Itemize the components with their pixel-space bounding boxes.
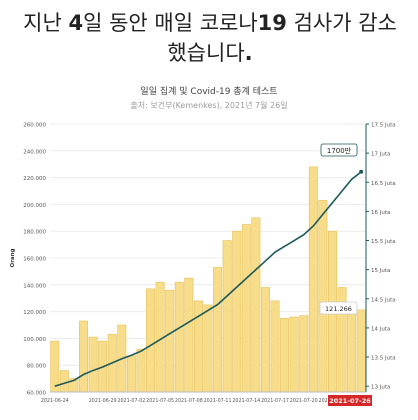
y2-tick-label: 13.5 Juta bbox=[371, 356, 396, 362]
y2-tick-label: 13 Juta bbox=[371, 385, 390, 391]
bar bbox=[289, 316, 299, 393]
bar bbox=[165, 289, 175, 393]
y2-tick-label: 15 Juta bbox=[371, 268, 390, 274]
annotations: 1700만 121.266 bbox=[319, 143, 364, 315]
bar bbox=[146, 288, 156, 393]
headline-text-3: 검사가 감소 bbox=[286, 11, 397, 35]
y2-tick-label: 16.5 Juta bbox=[371, 181, 396, 187]
bar bbox=[232, 230, 242, 393]
bar bbox=[79, 320, 89, 393]
headline-text-4: 했습니다 bbox=[167, 41, 245, 65]
y2-tick-label: 17 Juta bbox=[371, 152, 390, 158]
bar bbox=[251, 217, 261, 393]
bar bbox=[136, 348, 146, 393]
y-tick-label: 200.000 bbox=[23, 203, 46, 209]
headline-bold-3: . bbox=[244, 41, 253, 65]
y-tick-label: 260.000 bbox=[23, 123, 46, 129]
bar bbox=[50, 340, 60, 393]
x-tick-label: 2021-07-17 bbox=[261, 398, 289, 404]
y-tick-label: 60.000 bbox=[27, 391, 47, 397]
headline-text-1: 지난 bbox=[23, 11, 69, 35]
bar bbox=[356, 309, 366, 393]
y-tick-label: 140.000 bbox=[23, 283, 46, 289]
bar bbox=[347, 311, 357, 393]
x-tick-label: 2021-07-08 bbox=[175, 398, 203, 404]
x-tick-label: 2021-07-05 bbox=[146, 398, 174, 404]
x-tick-label: 2021-07-14 bbox=[232, 398, 260, 404]
y-tick-label: 180.000 bbox=[23, 230, 46, 236]
bar bbox=[241, 224, 251, 393]
total-label: 1700만 bbox=[327, 146, 352, 155]
y2-axis: 13 Juta 13.5 Juta 14 Juta 14.5 Juta 15 Juta 1… bbox=[365, 123, 396, 392]
y2-tick-label: 15.5 Juta bbox=[371, 239, 396, 245]
y2-tick-label: 14.5 Juta bbox=[371, 297, 396, 303]
last-value-label: 121.266 bbox=[325, 305, 352, 313]
y-axis: 60.000 80.000 100.000 120.000 140.000 160.000… bbox=[10, 123, 46, 397]
bar bbox=[260, 287, 270, 393]
x-tick-label: 2021-06-29 bbox=[89, 398, 117, 404]
bar-series bbox=[50, 166, 366, 393]
bar bbox=[270, 300, 280, 393]
cumulative-line bbox=[54, 171, 362, 387]
bar bbox=[318, 200, 328, 393]
y2-tick-label: 14 Juta bbox=[371, 326, 390, 332]
bar bbox=[213, 267, 223, 393]
bar bbox=[59, 370, 69, 393]
y-tick-label: 160.000 bbox=[23, 257, 46, 263]
headline-text-2: 일 동안 매일 코로나 bbox=[83, 11, 258, 35]
headline-bold-2: 19 bbox=[257, 11, 287, 35]
bar bbox=[280, 317, 290, 393]
bar bbox=[299, 315, 309, 393]
y2-tick-label: 17.5 Juta bbox=[371, 123, 396, 129]
line-series bbox=[54, 171, 362, 387]
total-label-box bbox=[320, 143, 358, 157]
bar bbox=[88, 336, 98, 393]
bar bbox=[203, 304, 213, 393]
total-marker bbox=[359, 169, 364, 174]
last-value-box bbox=[319, 301, 358, 315]
y2-tick-label: 16 Juta bbox=[371, 210, 390, 216]
y-axis-title: Orang bbox=[10, 248, 16, 267]
headline-bold-1: 4 bbox=[68, 11, 84, 35]
chart-title: 일일 집계 및 Covid-19 총계 테스트 bbox=[140, 87, 278, 97]
chart-subtitle: 출처: 보건부(Kemenkes), 2021년 7월 26일 bbox=[130, 101, 288, 110]
y-tick-label: 240.000 bbox=[23, 149, 46, 155]
bar bbox=[222, 240, 232, 393]
x-tick-label: 2021-06-24 bbox=[41, 398, 69, 404]
highlight-date-badge bbox=[328, 395, 372, 406]
y-tick-label: 120.000 bbox=[23, 310, 46, 316]
y-tick-label: 80.000 bbox=[27, 364, 47, 370]
x-tick-label: 2021-07-20 bbox=[290, 398, 318, 404]
bar bbox=[184, 277, 194, 393]
y-tick-label: 100.000 bbox=[23, 337, 46, 343]
y-tick-label: 220.000 bbox=[23, 176, 46, 182]
x-axis: 2021-06-24 2021-06-29 2021-07-02 2021-07-05… bbox=[41, 391, 372, 406]
bar bbox=[308, 166, 318, 393]
x-tick-label-highlight: 2021-07-26 bbox=[329, 397, 371, 405]
bar bbox=[126, 355, 136, 393]
bar bbox=[174, 281, 184, 393]
x-tick-label: 2021-07-02 bbox=[117, 398, 145, 404]
x-tick-label: 2021-07-11 bbox=[204, 398, 232, 404]
